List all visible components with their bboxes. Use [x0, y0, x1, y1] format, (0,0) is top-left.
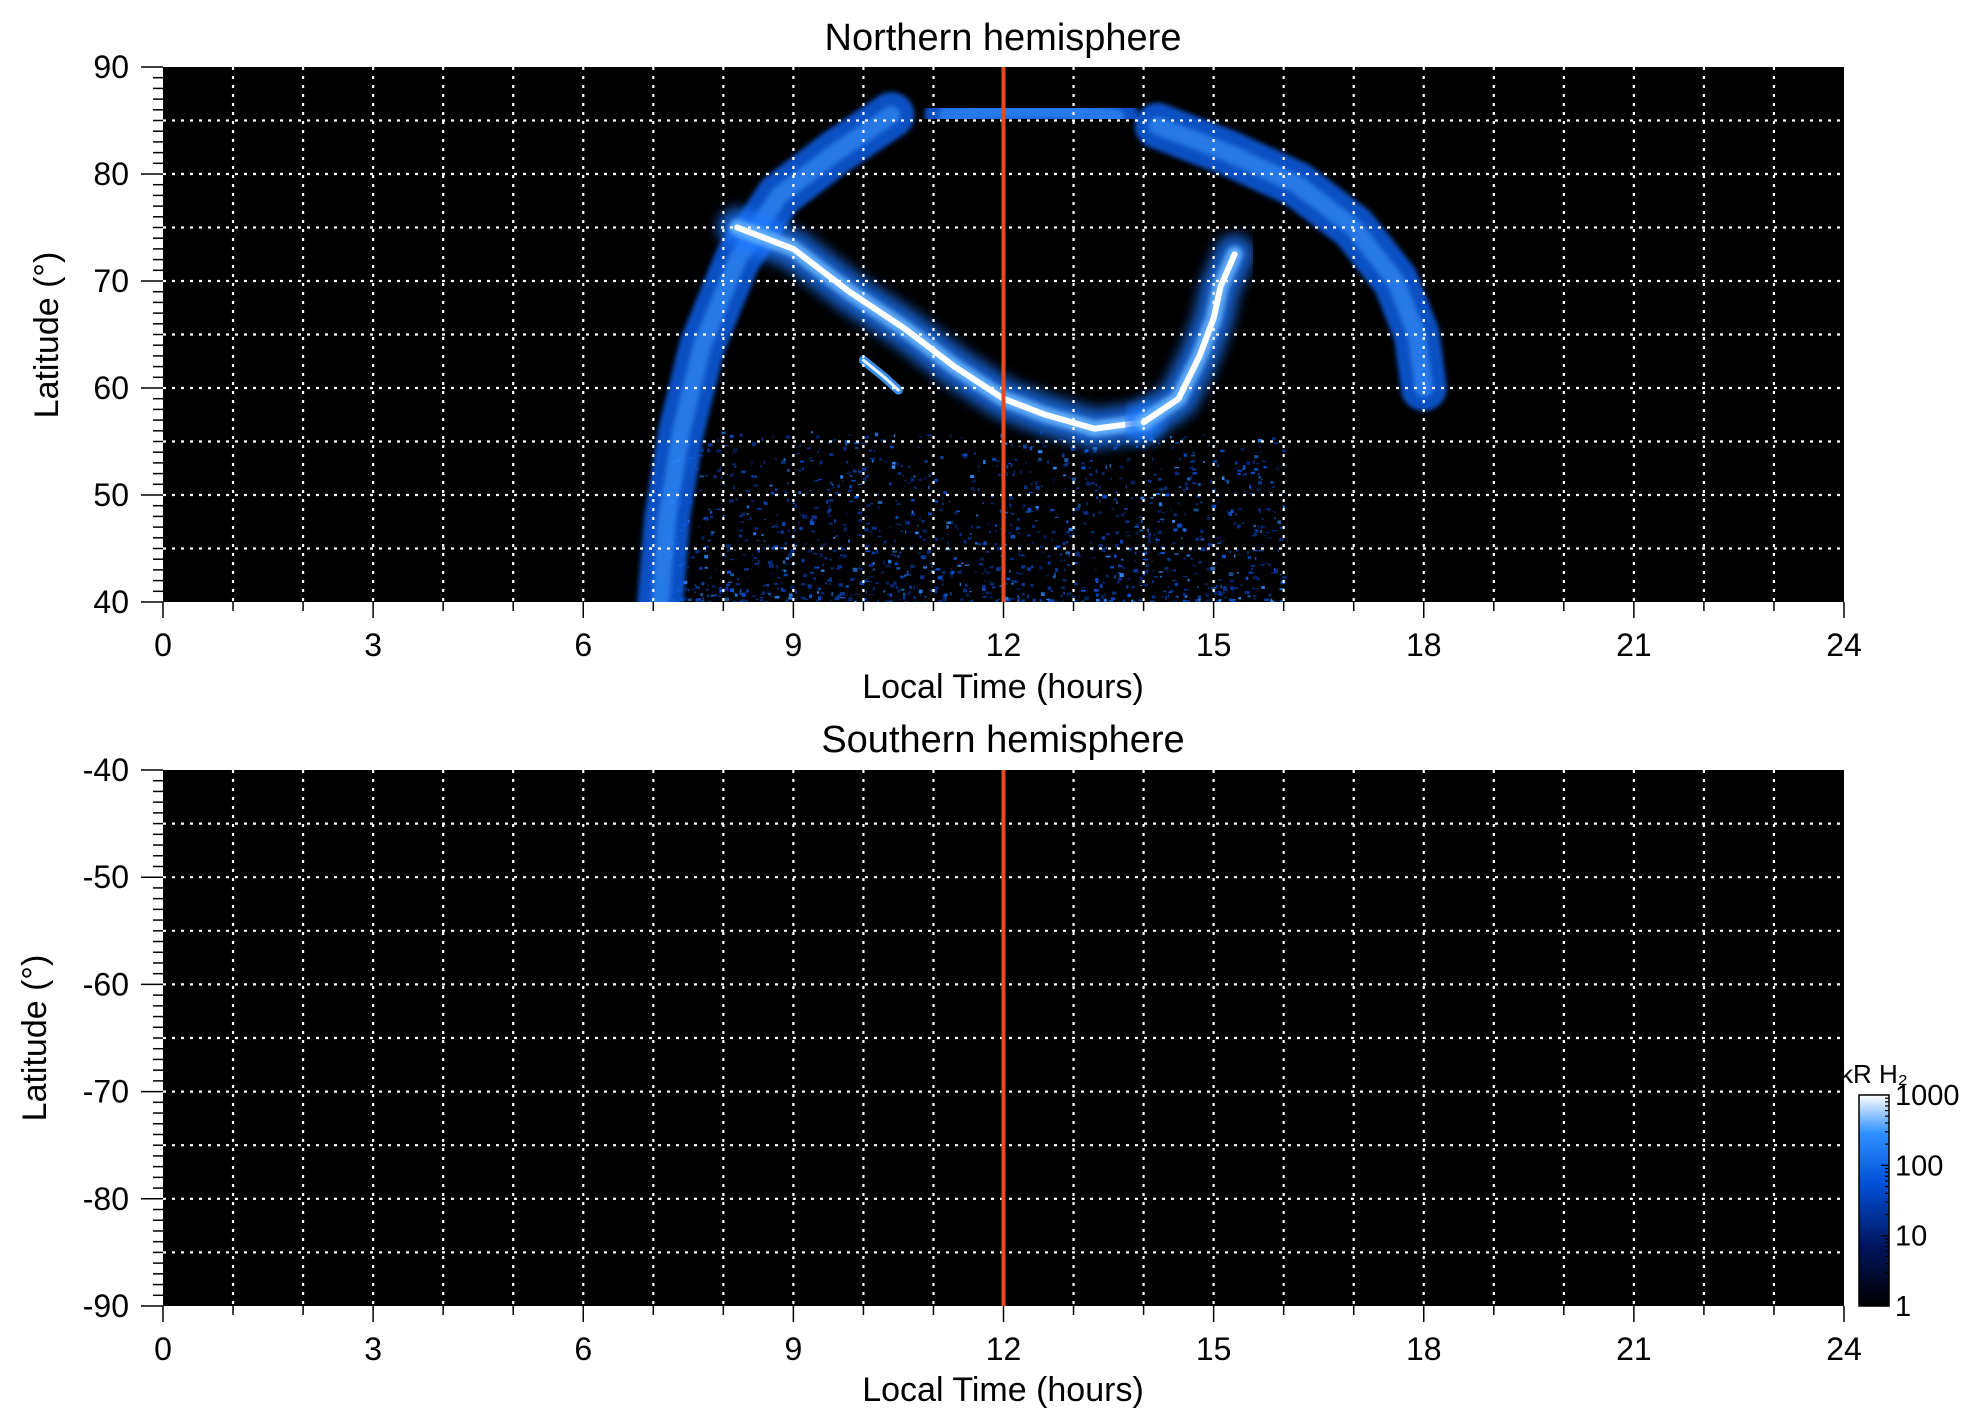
southern-grid — [163, 770, 1844, 1306]
northern-y-tick-labels: 40 50 60 70 80 90 — [93, 49, 129, 620]
southern-x-tick-labels: 0 3 6 9 12 15 18 21 24 — [154, 1331, 1862, 1367]
outer-band-dawn — [637, 92, 915, 602]
outer-band-noon — [924, 86, 1139, 141]
northern-x-tick-label: 9 — [784, 627, 802, 663]
southern-ticks — [141, 769, 1845, 1322]
southern-y-axis-label: Latitude (°) — [16, 955, 54, 1122]
southern-x-tick-label: 0 — [154, 1331, 172, 1367]
northern-x-tick-label: 3 — [364, 627, 382, 663]
southern-x-tick-label: 15 — [1196, 1331, 1232, 1367]
northern-x-tick-label: 15 — [1196, 627, 1232, 663]
northern-x-tick-labels: 0 3 6 9 12 15 18 21 24 — [154, 627, 1862, 663]
northern-y-tick-label: 70 — [93, 263, 129, 299]
colorbar-tick-label: 1 — [1895, 1291, 1911, 1323]
main-oval-dusk — [1123, 234, 1255, 443]
southern-x-axis-label: Local Time (hours) — [862, 1371, 1144, 1409]
southern-y-tick-label: -80 — [83, 1181, 129, 1217]
northern-x-tick-label: 0 — [154, 627, 172, 663]
northern-y-tick-label: 60 — [93, 370, 129, 406]
northern-x-tick-label: 18 — [1406, 627, 1442, 663]
main-oval-dawn — [717, 207, 1164, 449]
northern-y-axis-label: Latitude (°) — [28, 252, 66, 419]
southern-y-tick-label: -60 — [83, 966, 129, 1002]
northern-x-axis-label: Local Time (hours) — [862, 668, 1144, 706]
southern-y-tick-labels: -40 -50 -60 -70 -80 -90 — [83, 752, 129, 1324]
colorbar-tick-label: 10 — [1895, 1221, 1927, 1253]
northern-panel: Northern hemisphere 0 3 6 9 12 15 18 21 24 40 50 6… — [28, 17, 1862, 706]
southern-x-tick-label: 12 — [986, 1331, 1022, 1367]
southern-y-tick-label: -70 — [83, 1074, 129, 1110]
northern-x-tick-label: 12 — [986, 627, 1022, 663]
northern-ticks — [141, 66, 1845, 618]
southern-title: Southern hemisphere — [821, 719, 1184, 761]
southern-x-tick-label: 24 — [1826, 1331, 1862, 1367]
northern-y-tick-label: 90 — [93, 49, 129, 85]
northern-x-tick-label: 21 — [1616, 627, 1652, 663]
southern-y-tick-label: -40 — [83, 752, 129, 788]
colorbar-tick-label: 1000 — [1895, 1080, 1960, 1112]
colorbar-tick-label: 100 — [1895, 1150, 1943, 1182]
southern-x-tick-label: 3 — [364, 1331, 382, 1367]
southern-x-tick-label: 18 — [1406, 1331, 1442, 1367]
northern-grid — [163, 67, 1844, 602]
southern-x-tick-label: 9 — [784, 1331, 802, 1367]
colorbar: kR H₂ 1 10 100 1000 — [1840, 1059, 1960, 1323]
northern-title: Northern hemisphere — [825, 17, 1182, 59]
southern-x-tick-label: 21 — [1616, 1331, 1652, 1367]
northern-x-tick-label: 24 — [1826, 627, 1862, 663]
southern-y-tick-label: -50 — [83, 859, 129, 895]
northern-y-tick-label: 40 — [93, 584, 129, 620]
southern-x-tick-label: 6 — [574, 1331, 592, 1367]
southern-y-tick-label: -90 — [83, 1288, 129, 1324]
northern-x-tick-label: 6 — [574, 627, 592, 663]
colorbar-ticks: 1 10 100 1000 — [1881, 1080, 1960, 1323]
colorbar-gradient — [1858, 1094, 1890, 1307]
northern-y-tick-label: 50 — [93, 477, 129, 513]
dawn-arc-fragment — [858, 355, 903, 395]
southern-panel: Southern hemisphere 0 3 6 9 12 15 18 21 24 -40 -5… — [16, 719, 1862, 1409]
northern-y-tick-label: 80 — [93, 156, 129, 192]
colorbar-label: kR H₂ — [1840, 1059, 1908, 1089]
